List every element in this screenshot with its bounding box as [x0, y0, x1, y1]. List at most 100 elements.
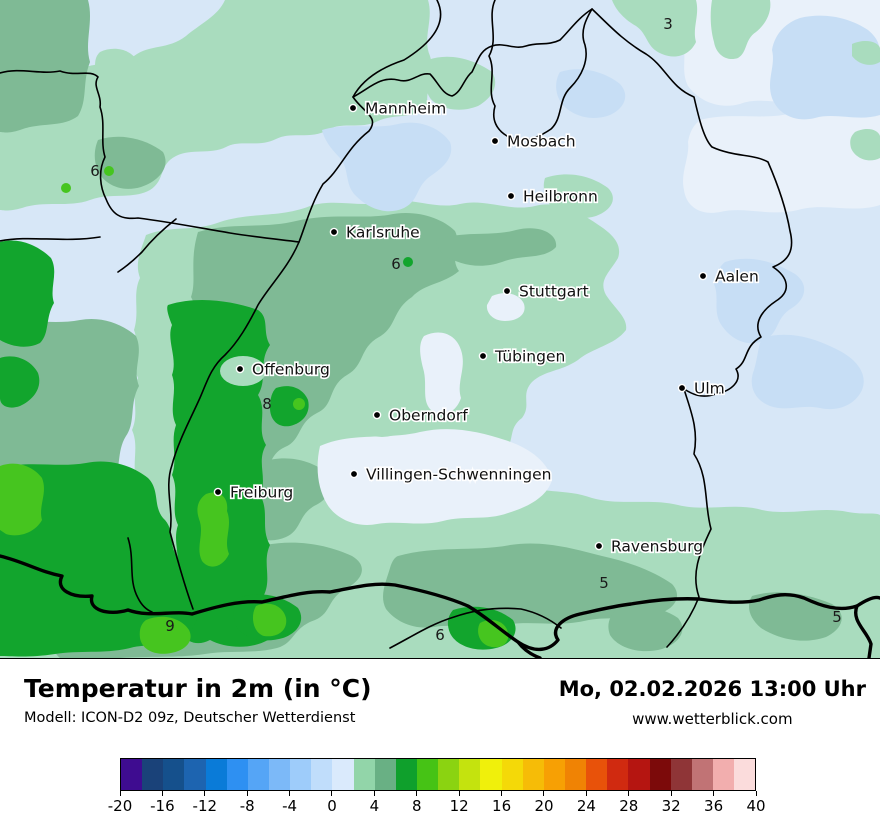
city-dot — [490, 136, 500, 146]
colorbar-tick-label: 4 — [369, 797, 380, 815]
colorbar-tick-label: 20 — [534, 797, 554, 815]
border-austria — [854, 604, 873, 658]
colorbar-segment — [142, 759, 164, 790]
city-dot — [698, 271, 708, 281]
temperature-value-label: 8 — [262, 395, 272, 413]
colorbar-segment — [438, 759, 460, 790]
colorbar-segment — [226, 759, 248, 790]
city-label: Villingen-Schwenningen — [366, 466, 551, 484]
colorbar-segment — [691, 759, 713, 790]
colorbar-segment — [480, 759, 502, 790]
city-label: Mannheim — [365, 100, 446, 118]
colorbar-segment — [353, 759, 375, 790]
city-label: Heilbronn — [523, 188, 598, 206]
colorbar-tick-label: -12 — [192, 797, 218, 815]
forecast-datetime: Mo, 02.02.2026 13:00 Uhr — [558, 677, 866, 701]
border-cantons — [389, 607, 562, 649]
colorbar-tick-labels: -20 -16 -12 -8 -4 0 4 8 12 16 20 24 28 32 36 40 — [108, 791, 766, 817]
colorbar-segment — [607, 759, 629, 790]
footer-right: Mo, 02.02.2026 13:00 Uhr www.wetterblick… — [559, 677, 866, 728]
city-dot — [478, 351, 488, 361]
colorbar-tick — [458, 791, 460, 796]
border-branch — [117, 218, 177, 273]
border-west — [168, 0, 442, 610]
colorbar-segment — [268, 759, 291, 790]
colorbar-segment — [184, 759, 206, 790]
border-north-east — [352, 8, 793, 648]
page-title: Temperatur in 2m (in °C) — [24, 674, 372, 703]
colorbar-tick — [289, 791, 291, 796]
city-label: Offenburg — [252, 361, 330, 379]
colorbar-segment — [649, 759, 671, 790]
colorbar-segment — [459, 759, 481, 790]
colorbar-tick-label: -8 — [239, 797, 255, 815]
border-odenwald-loop — [488, 0, 593, 141]
city-dot — [506, 191, 516, 201]
temperature-value-label: 6 — [90, 162, 100, 180]
colorbar-tick — [670, 791, 672, 796]
colorbar-tick-label: 24 — [576, 797, 596, 815]
colorbar-segment — [712, 759, 735, 790]
colorbar-segment — [416, 759, 439, 790]
border-palatinate — [0, 69, 300, 243]
colorbar-tick-label: 12 — [449, 797, 469, 815]
colorbar-segment — [564, 759, 587, 790]
colorbar-segment — [395, 759, 417, 790]
colorbar-segment — [501, 759, 523, 790]
colorbar-segment — [374, 759, 396, 790]
colorbar-tick-label: 40 — [746, 797, 766, 815]
colorbar-segment — [670, 759, 692, 790]
temperature-value-label: 3 — [663, 15, 673, 33]
city-dot — [594, 541, 604, 551]
colorbar-segment — [332, 759, 354, 790]
colorbar-tick — [713, 791, 715, 796]
green-region-layer — [0, 240, 516, 657]
colorbar-tick — [161, 791, 163, 796]
model-info: Modell: ICON-D2 09z, Deutscher Wetterdie… — [24, 710, 356, 726]
colorbar-segment — [734, 759, 756, 790]
colorbar-tick-label: 0 — [327, 797, 337, 815]
bright-green-region-layer — [0, 166, 509, 654]
city-dot — [677, 383, 687, 393]
colorbar-tick-label: 28 — [619, 797, 639, 815]
temperature-value-label: 5 — [832, 608, 842, 626]
colorbar-tick-label: 32 — [661, 797, 681, 815]
colorbar-tick — [585, 791, 587, 796]
colorbar-tick — [543, 791, 545, 796]
colorbar-segment — [247, 759, 269, 790]
city-label: Ulm — [694, 380, 725, 398]
colorbar-tick-label: -4 — [282, 797, 298, 815]
colorbar-tick-label: 16 — [492, 797, 512, 815]
city-dot — [213, 487, 223, 497]
city-label: Ravensburg — [611, 538, 703, 556]
colorbar-tick — [628, 791, 630, 796]
city-dot — [235, 364, 245, 374]
city-dot — [502, 286, 512, 296]
colorbar-segment — [205, 759, 227, 790]
city-label: Tübingen — [494, 348, 565, 366]
colorbar-segment — [311, 759, 333, 790]
city-label: Mosbach — [507, 133, 576, 151]
colorbar-tick — [246, 791, 248, 796]
city-dot — [372, 410, 382, 420]
border-rhine-knee — [516, 640, 542, 658]
colorbar-tick — [373, 791, 375, 796]
colorbar-segment — [163, 759, 185, 790]
colorbar-tick — [416, 791, 418, 796]
temperature-colorbar — [120, 758, 756, 791]
city-dot — [349, 469, 359, 479]
temperature-value-label: 6 — [391, 255, 401, 273]
colorbar-tick — [204, 791, 206, 796]
colorbar-segment — [522, 759, 544, 790]
colorbar-tick-label: 8 — [412, 797, 422, 815]
city-label: Aalen — [715, 268, 759, 286]
temperature-value-labels: 3 6 6 8 9 5 6 5 — [90, 15, 842, 644]
colorbar-tick — [755, 791, 757, 796]
border-left-south — [127, 537, 153, 613]
colorbar-segment — [628, 759, 650, 790]
pale-bay-layer — [317, 293, 552, 525]
colorbar-tick — [501, 791, 503, 796]
border-swiss — [0, 554, 880, 651]
city-dot — [329, 227, 339, 237]
